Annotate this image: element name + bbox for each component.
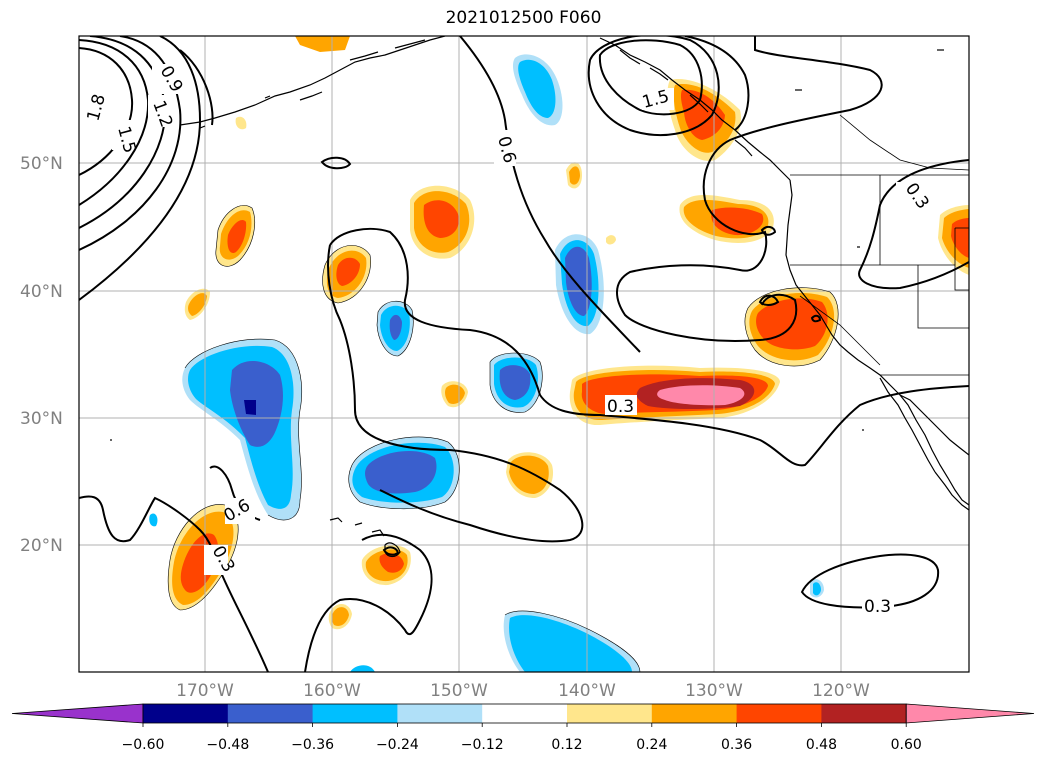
lat-label: 20°N: [20, 536, 63, 556]
colorbar-tick-label: −0.60: [122, 737, 165, 753]
coastlines: [110, 36, 969, 558]
colorbar-swatch: [651, 704, 738, 723]
colorbar-swatch: [482, 704, 568, 723]
colorbar-swatch: [312, 704, 398, 723]
lon-label: 140°W: [558, 681, 616, 701]
contour-label: 0.3: [864, 597, 891, 617]
lon-label: 120°W: [812, 681, 870, 701]
colorbar-extend-max: [905, 703, 1035, 724]
colorbar-swatch: [227, 704, 314, 723]
colorbar-swatch: [397, 704, 483, 723]
map-title: 2021012500 F060: [445, 8, 602, 28]
lat-label: 40°N: [20, 282, 63, 302]
lat-label: 30°N: [20, 409, 63, 429]
map-frame: [78, 35, 970, 673]
political-borders: [790, 114, 969, 376]
shade-outlines: [167, 205, 839, 672]
contour-lines: [79, 36, 969, 672]
colorbar-tick-label: 0.24: [636, 737, 667, 753]
lon-label: 170°W: [176, 681, 234, 701]
colorbar-tick-label: 0.36: [721, 737, 752, 753]
lon-label: 150°W: [430, 681, 488, 701]
colorbar-swatch: [736, 704, 822, 723]
contour-label: 0.3: [607, 397, 634, 417]
colorbar-swatch: [821, 704, 907, 723]
colorbar-swatch: [567, 704, 653, 723]
colorbar-tick-label: −0.12: [461, 737, 504, 753]
colorbar: −0.60 −0.48 −0.36 −0.24 −0.12 0.12 0.24 0.36 0.4…: [11, 703, 1035, 753]
colorbar-tick-label: 0.60: [891, 737, 922, 753]
colorbar-tick-label: 0.48: [806, 737, 837, 753]
latitude-labels: 50°N 40°N 30°N 20°N: [20, 154, 63, 556]
colorbar-extend-min: [11, 703, 144, 724]
colorbar-frame: [142, 703, 907, 724]
lat-label: 50°N: [20, 154, 63, 174]
colorbar-tick-label: −0.36: [291, 737, 334, 753]
colorbar-tick-label: 0.12: [551, 737, 582, 753]
lon-label: 160°W: [303, 681, 361, 701]
colorbar-tick-label: −0.24: [376, 737, 419, 753]
colorbar-tick-label: −0.48: [206, 737, 249, 753]
lon-label: 130°W: [685, 681, 743, 701]
longitude-labels: 170°W 160°W 150°W 140°W 130°W 120°W: [176, 681, 870, 701]
colorbar-swatch: [143, 704, 229, 723]
